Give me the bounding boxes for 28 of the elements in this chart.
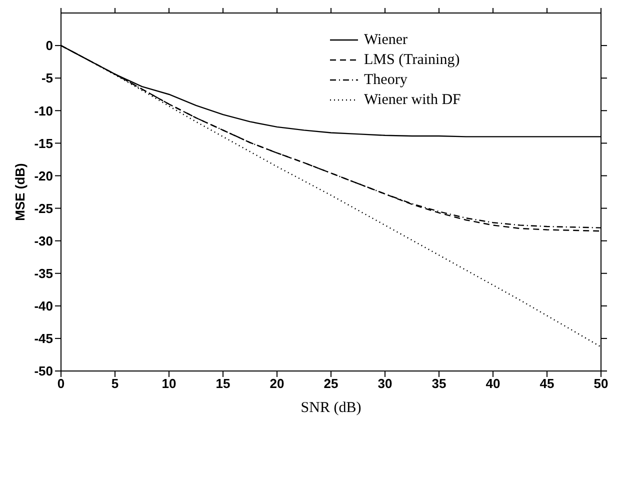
- x-tick-label: 40: [486, 376, 500, 392]
- y-tick-label: -35: [34, 266, 53, 281]
- x-tick-label: 20: [270, 376, 284, 392]
- y-tick-label: -40: [34, 298, 53, 314]
- y-tick-label: -15: [34, 136, 53, 151]
- x-tick-label: 30: [378, 376, 392, 392]
- x-tick-label: 45: [540, 376, 554, 392]
- legend-label: Theory: [364, 71, 408, 90]
- legend-label: Wiener: [364, 31, 408, 50]
- legend-label: LMS (Training): [364, 51, 460, 70]
- y-tick-label: -10: [34, 103, 53, 118]
- x-tick-label: 50: [594, 376, 608, 392]
- x-tick-label: 5: [111, 376, 119, 392]
- y-tick-label: -20: [34, 168, 53, 184]
- y-axis-title: MSE (dB): [12, 163, 28, 221]
- y-tick-label: -5: [41, 70, 53, 86]
- legend-label: Wiener with DF: [364, 91, 461, 110]
- x-axis-title: SNR (dB): [300, 400, 362, 416]
- x-tick-label: 0: [57, 376, 65, 392]
- y-tick-label: 0: [46, 38, 53, 54]
- x-tick-label: 10: [162, 376, 176, 392]
- y-tick-label: -50: [34, 364, 53, 379]
- x-tick-label: 25: [324, 376, 338, 392]
- x-tick-label: 35: [432, 376, 446, 392]
- x-tick-label: 15: [216, 376, 230, 392]
- y-tick-label: -45: [34, 331, 53, 346]
- y-tick-label: -30: [34, 233, 53, 248]
- y-tick-label: -25: [34, 200, 53, 216]
